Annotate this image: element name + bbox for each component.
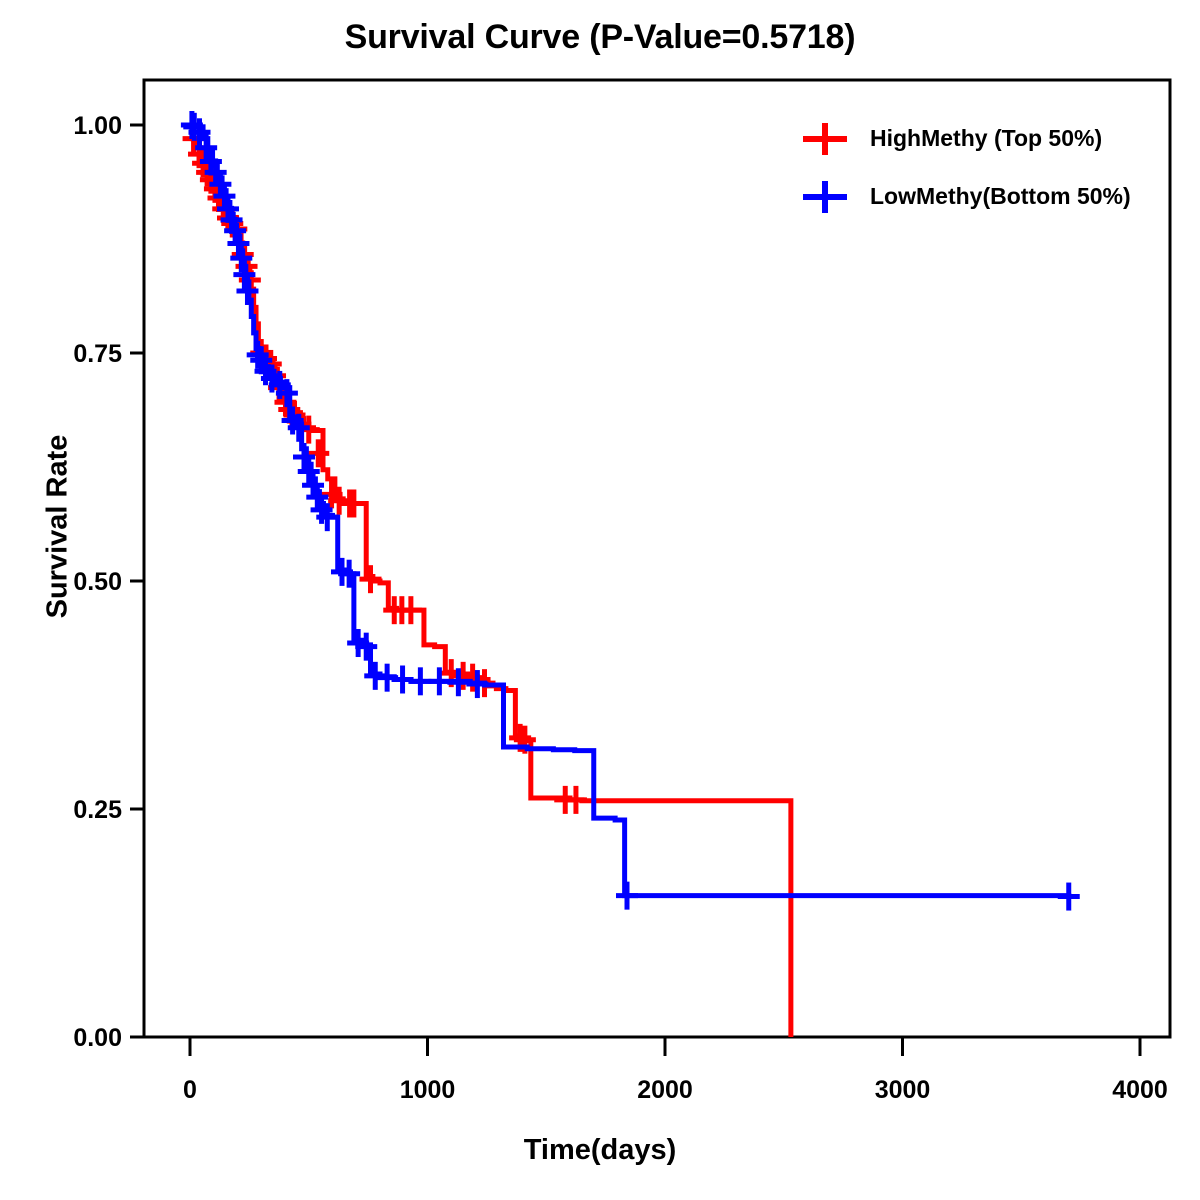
legend-item-label: LowMethy(Bottom 50%) — [870, 183, 1131, 209]
y-tick-label: 0.50 — [73, 568, 122, 596]
x-tick-label: 4000 — [1112, 1076, 1168, 1104]
y-tick-label: 1.00 — [73, 112, 122, 140]
x-tick-label: 2000 — [637, 1076, 693, 1104]
y-tick-label: 0.00 — [73, 1024, 122, 1052]
x-tick-label: 3000 — [875, 1076, 931, 1104]
y-tick-label: 0.25 — [73, 796, 122, 824]
plot-border — [142, 78, 1172, 1039]
y-tick-label: 0.75 — [73, 340, 122, 368]
x-axis-ticks: 0 1000 2000 3000 4000 — [183, 1037, 1168, 1104]
x-axis-title: Time(days) — [523, 1134, 677, 1166]
legend-item-label: HighMethy (Top 50%) — [870, 125, 1102, 151]
series-layer — [180, 111, 1080, 1037]
axes-frame — [142, 78, 1172, 1039]
chart-legend: HighMethy (Top 50%) LowMethy(Bottom 50%) — [803, 123, 1131, 213]
x-tick-label: 1000 — [400, 1076, 456, 1104]
series-low-methy — [180, 111, 1080, 911]
x-tick-label: 0 — [183, 1076, 197, 1104]
y-axis-ticks: 0.00 0.25 0.50 0.75 1.00 — [73, 112, 144, 1052]
series-high-methy — [182, 122, 794, 1037]
page-title: Survival Curve (P-Value=0.5718) — [344, 18, 856, 56]
survival-step-line — [189, 122, 794, 1037]
